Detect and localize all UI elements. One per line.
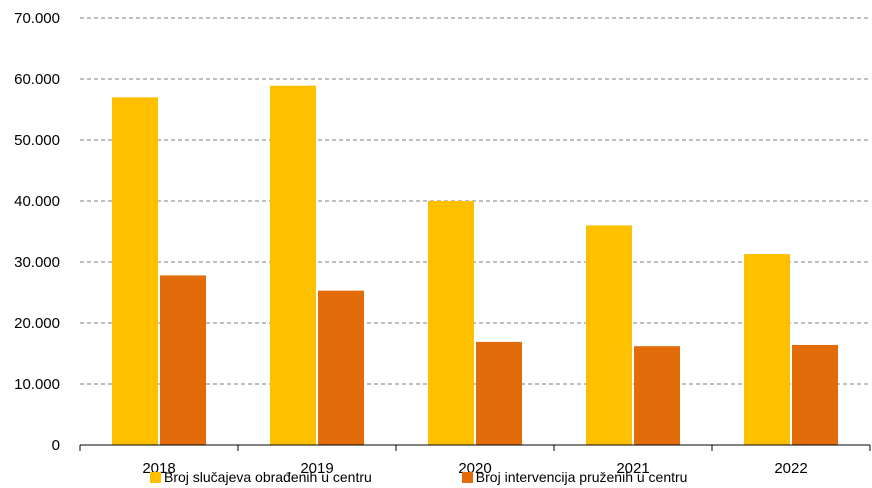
bar-cases-2020 [428,201,474,445]
legend-item-cases: Broj slučajeva obrađenih u centru [150,469,372,485]
x-axis [79,444,871,451]
y-tick-label: 60.000 [14,71,60,88]
legend-swatch-cases [150,471,161,483]
bar-cases-2021 [586,225,632,445]
y-tick-label: 0 [52,437,60,454]
y-tick-label: 20.000 [14,315,60,332]
y-tick-label: 50.000 [14,132,60,149]
bar-cases-2018 [112,97,158,446]
legend-label-interventions: Broj intervencija pruženih u centru [475,469,688,485]
legend-item-interventions: Broj intervencija pruženih u centru [461,469,688,485]
bar-cases-2019 [270,85,316,446]
legend-swatch-interventions [461,471,473,483]
bar-cases-2022 [744,254,790,445]
bar-interventions-2018 [160,275,206,445]
y-tick-label: 10.000 [14,376,60,393]
bar-interventions-2019 [318,290,364,445]
legend-label-cases: Broj slučajeva obrađenih u centru [164,469,372,485]
y-tick-label: 30.000 [14,254,60,271]
x-axis-labels: 2018 2019 2020 2021 2022 [142,460,807,477]
x-tick-label: 2022 [774,460,807,477]
bar-interventions-2020 [476,341,522,445]
y-tick-label: 40.000 [14,193,60,210]
y-axis-labels: 0 10.000 20.000 30.000 40.000 50.000 60.000 70.… [14,10,60,454]
bar-interventions-2021 [634,346,680,445]
bar-interventions-2022 [792,344,838,445]
x-tick-label: 2021 [616,460,649,477]
y-tick-label: 70.000 [14,10,60,27]
legend: Broj slučajeva obrađenih u centru Broj i… [150,469,777,485]
bars [112,85,838,446]
x-tick-label: 2019 [300,460,333,477]
gridlines [80,17,870,385]
